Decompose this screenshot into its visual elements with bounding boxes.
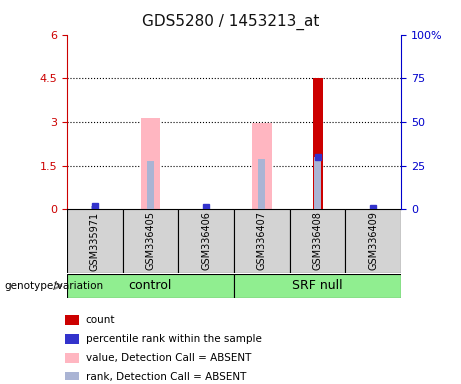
Bar (259, 159, 265, 209)
Bar (314, 157, 321, 209)
Text: GSM336406: GSM336406 (201, 212, 211, 270)
Bar (178, 209, 234, 273)
Text: GSM336408: GSM336408 (313, 212, 323, 270)
Text: count: count (86, 315, 115, 325)
Bar (65, 372, 79, 382)
Bar (234, 209, 290, 273)
Bar (203, 207, 209, 209)
Text: GSM336407: GSM336407 (257, 212, 267, 270)
Text: GSM336405: GSM336405 (145, 212, 155, 270)
Bar (67, 274, 234, 298)
Text: GDS5280 / 1453213_at: GDS5280 / 1453213_at (142, 13, 319, 30)
Text: rank, Detection Call = ABSENT: rank, Detection Call = ABSENT (86, 372, 246, 382)
Text: GSM335971: GSM335971 (90, 212, 100, 270)
Text: percentile rank within the sample: percentile rank within the sample (86, 334, 262, 344)
Bar (345, 209, 401, 273)
Text: value, Detection Call = ABSENT: value, Detection Call = ABSENT (86, 353, 251, 363)
Bar (234, 274, 401, 298)
Bar (67, 209, 123, 273)
Bar (313, 78, 323, 209)
Bar (147, 161, 154, 209)
Text: genotype/variation: genotype/variation (5, 281, 104, 291)
Bar (91, 206, 98, 209)
Bar (123, 209, 178, 273)
Bar (141, 118, 160, 209)
Bar (290, 209, 345, 273)
Bar (252, 123, 272, 209)
Text: control: control (129, 279, 172, 292)
Bar (65, 315, 79, 326)
Bar (370, 208, 377, 209)
Bar (65, 334, 79, 344)
Bar (65, 353, 79, 363)
Text: SRF null: SRF null (292, 279, 343, 292)
Text: GSM336409: GSM336409 (368, 212, 378, 270)
